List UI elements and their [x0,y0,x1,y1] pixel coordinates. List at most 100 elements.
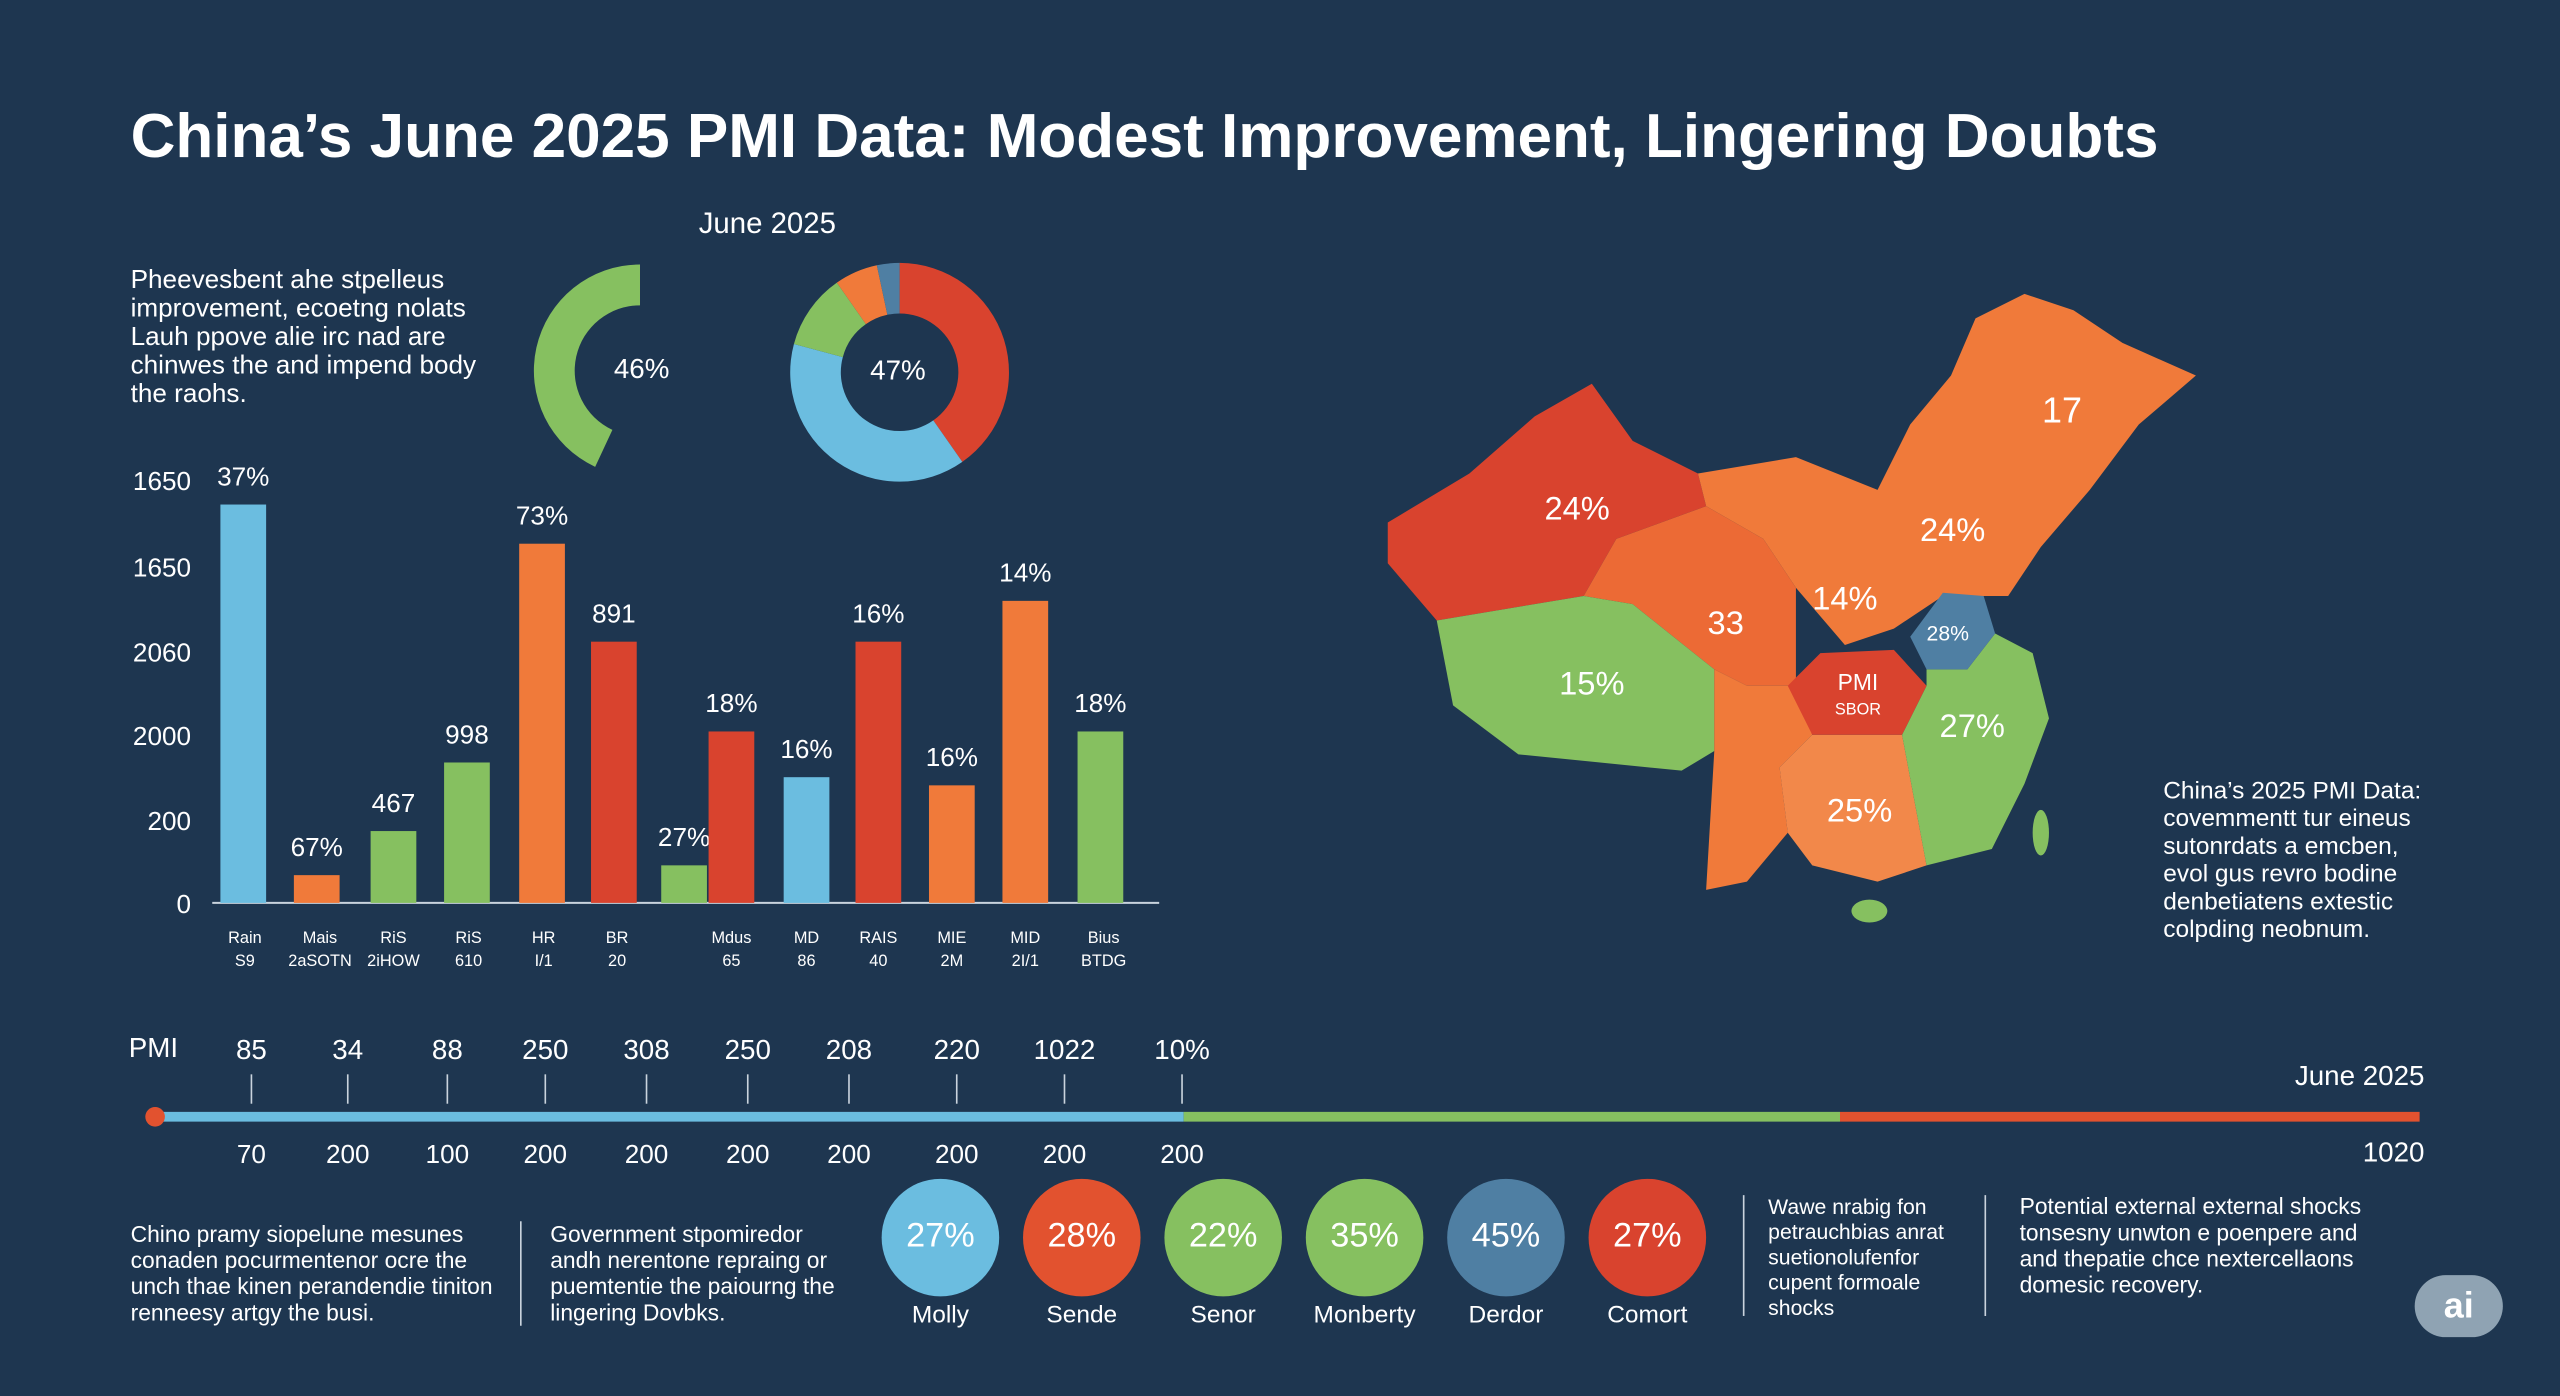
map-label: 27% [1940,707,2005,744]
bar-label: 467 [372,788,416,818]
timeline-top-label: 34 [332,1034,363,1065]
note-line: shocks [1768,1297,1834,1320]
timeline-top-label: 10% [1154,1034,1210,1065]
donut-segment [876,262,900,315]
bar-label: 16% [926,742,978,772]
bar-label: 67% [291,832,343,862]
timeline-bottom-label: 200 [726,1139,770,1169]
chart-date: June 2025 [699,207,836,240]
bar [293,875,340,903]
stat-circle [1305,1178,1424,1297]
stat-label: Comort [1607,1301,1687,1328]
x-axis-label: MIE [937,929,966,947]
donut-segment [533,264,640,467]
x-axis-label: 2aSOTN [288,952,351,970]
note-line: cupent formoale [1768,1272,1920,1295]
stat-label: Sende [1046,1301,1117,1328]
timeline-top-label: 220 [934,1034,980,1065]
map-region [1436,595,1715,771]
x-axis-label: 40 [869,952,887,970]
map-region [1387,383,1707,621]
bar-label: 998 [445,719,489,749]
y-axis-label: 1650 [133,466,191,496]
stat-circle [1447,1178,1565,1297]
map-region [1779,734,1927,882]
stat-value: 45% [1472,1217,1541,1255]
x-axis-label: 86 [797,952,815,970]
timeline-top-label: 308 [623,1034,669,1065]
x-axis-label: 20 [608,952,626,970]
stat-circle [1588,1178,1707,1297]
bar-label: 73% [516,500,568,530]
map-region [1697,293,2196,645]
timeline-bottom-label: 200 [935,1139,979,1169]
stat-circle [1164,1178,1282,1297]
bar-label: 16% [780,734,832,764]
map-label: 28% [1927,623,1970,646]
note-line: conaden pocurmentenor ocre the [131,1247,468,1273]
donut-label: 47% [870,355,926,386]
intro-line: chinwes the and impend body [131,349,476,379]
stat-value: 35% [1330,1217,1399,1255]
x-axis-label: BTDG [1081,952,1126,970]
china-map [1387,293,2196,923]
stat-value: 22% [1189,1217,1258,1255]
stat-circle [1023,1178,1141,1297]
y-axis-label: 2060 [133,638,191,668]
stat-label: Monberty [1314,1301,1417,1328]
bar [708,731,755,903]
timeline-bottom-label: 200 [625,1139,669,1169]
bar-label: 37% [217,461,269,491]
map-region [1787,649,1927,735]
x-axis-label: RiS [380,929,406,947]
map-label: 17 [2042,390,2082,431]
bar [783,777,830,903]
x-axis-label: 2iHOW [367,952,420,970]
bar [1002,600,1049,903]
side-note-line: evol gus revro bodine [2163,861,2397,888]
x-axis-label: RiS [455,929,481,947]
x-axis-label: MID [1010,929,1040,947]
x-axis-label: 2M [941,952,964,970]
stat-value: 27% [906,1217,975,1255]
map-label: 14% [1812,579,1877,616]
map-label: 24% [1920,511,1985,548]
intro-line: improvement, ecoetng nolats [131,292,466,322]
donut-segment [790,343,963,482]
note-line: tonsesny unwton e poenpere and [2020,1219,2358,1245]
intro-line: the raohs. [131,378,247,408]
x-axis-label: 610 [455,952,482,970]
timeline-top-label: 208 [826,1034,872,1065]
side-note-line: covemmentt tur eineus [2163,805,2411,832]
x-axis-label: Mais [303,929,337,947]
donut-segment [836,265,888,325]
note-line: suetionolufenfor [1768,1246,1919,1269]
x-axis-label: Bius [1088,929,1120,947]
map-label: 15% [1559,664,1624,701]
note-line: Chino pramy siopelune mesunes [131,1221,464,1247]
donut-segment [899,262,1009,462]
side-note-line: China’s 2025 PMI Data: [2163,777,2421,804]
x-axis-label: Rain [228,929,262,947]
donut-label: 46% [614,353,670,384]
side-note-line: colpding neobnum. [2163,916,2370,943]
stat-label: Derdor [1469,1301,1544,1328]
note-line: renneesy artgy the busi. [131,1299,375,1325]
x-axis-label: 2I/1 [1012,952,1039,970]
bar [661,865,707,903]
bar [928,785,975,903]
timeline-top-label: 88 [432,1034,463,1065]
x-axis-label: I/1 [535,952,553,970]
timeline-label: PMI [129,1032,178,1063]
note-line: puemtentie the paiourng the [550,1273,834,1299]
map-label: 25% [1827,792,1892,829]
bar-label: 27% [658,822,710,852]
map-label: SBOR [1835,701,1881,719]
note-line: petrauchbias anrat [1768,1221,1944,1244]
bar-label: 16% [852,598,904,628]
timeline-end-label: 1020 [2363,1137,2425,1168]
bar-label: 891 [592,598,636,628]
title: China’s June 2025 PMI Data: Modest Impro… [131,102,2159,171]
